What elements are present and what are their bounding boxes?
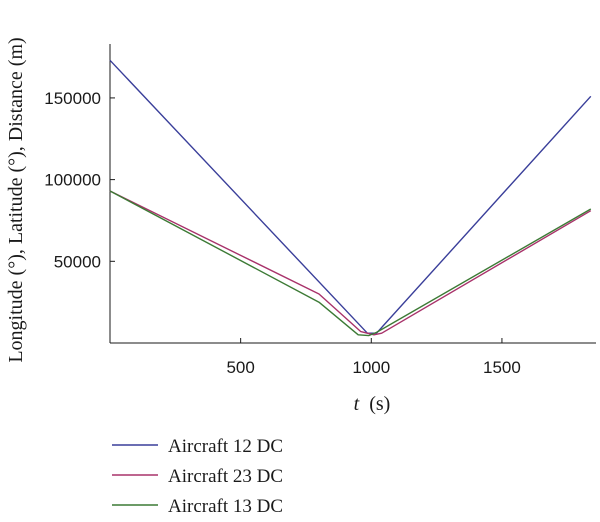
x-tick-label-500: 500 bbox=[226, 358, 254, 377]
x-tick-label-1500: 1500 bbox=[483, 358, 521, 377]
legend-label-3: Aircraft 13 DC bbox=[168, 496, 283, 517]
y-axis-title: Longitude (°), Latitude (°), Distance (m… bbox=[5, 37, 27, 362]
x-axis-title-unit: (s) bbox=[369, 393, 390, 415]
x-tick-label-1000: 1000 bbox=[352, 358, 390, 377]
ticks: 500 1000 1500 50000 100000 150000 bbox=[44, 89, 521, 377]
y-tick-label-150000: 150000 bbox=[44, 89, 101, 108]
x-axis-title: t (s) bbox=[354, 393, 391, 415]
series-line-3 bbox=[109, 190, 592, 337]
series-line-2 bbox=[109, 190, 592, 336]
plot-area: 500 1000 1500 50000 100000 150000 bbox=[44, 44, 596, 377]
legend-label-2: Aircraft 23 DC bbox=[168, 466, 283, 487]
y-tick-label-100000: 100000 bbox=[44, 171, 101, 190]
series-line-1 bbox=[109, 59, 592, 334]
legend-label-1: Aircraft 12 DC bbox=[168, 436, 283, 457]
x-axis-title-variable: t bbox=[354, 393, 360, 415]
y-tick-label-50000: 50000 bbox=[54, 252, 101, 271]
series-lines bbox=[109, 59, 592, 337]
legend: Aircraft 12 DC Aircraft 23 DC Aircraft 13 … bbox=[112, 436, 283, 517]
